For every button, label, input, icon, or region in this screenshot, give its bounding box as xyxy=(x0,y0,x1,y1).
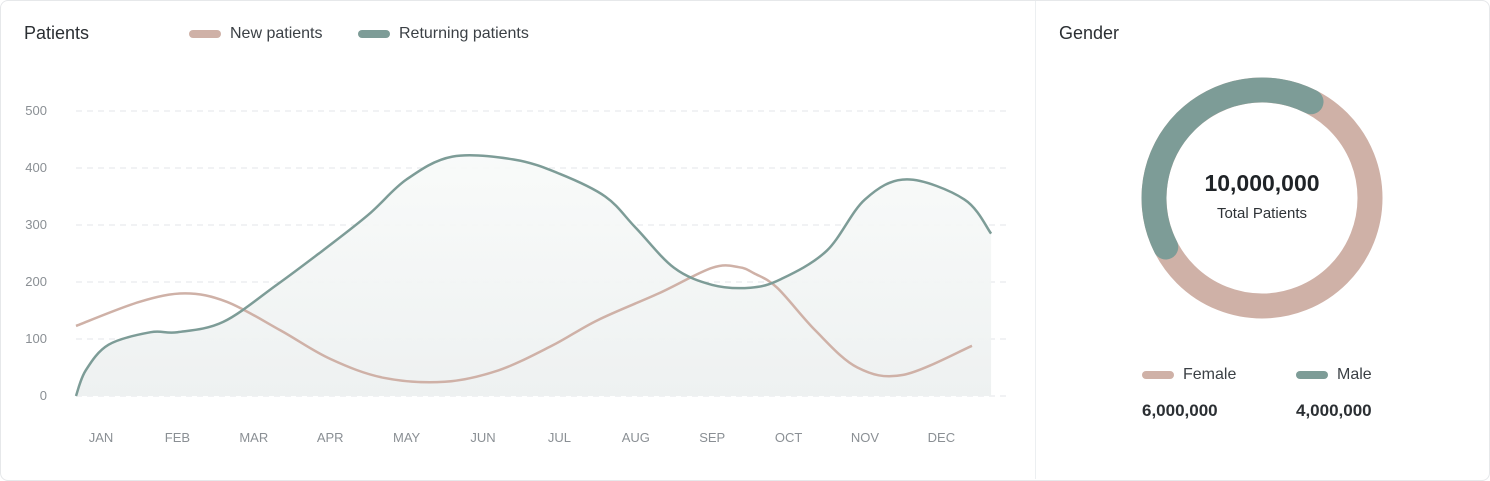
returning-patients-swatch xyxy=(358,30,390,38)
gender-donut-chart xyxy=(1141,77,1383,319)
total-patients-value: 10,000,000 xyxy=(1204,170,1320,196)
x-tick-label: JAN xyxy=(89,430,114,445)
legend-label-male: Male xyxy=(1337,366,1372,383)
y-tick-label: 200 xyxy=(25,274,47,289)
series-lines xyxy=(74,154,993,397)
x-tick-label: AUG xyxy=(622,430,650,445)
x-tick-label: APR xyxy=(317,430,344,445)
x-tick-label: MAR xyxy=(239,430,268,445)
x-axis-ticks: JAN FEB MAR APR MAY JUN JUL AUG SEP OCT NOV DEC xyxy=(89,430,955,445)
new-patients-swatch xyxy=(189,30,221,38)
legend-label-returning-patients: Returning patients xyxy=(399,25,529,42)
legend-item-male[interactable]: Male xyxy=(1296,366,1372,384)
male-swatch xyxy=(1296,371,1328,379)
y-tick-label: 400 xyxy=(25,160,47,175)
x-tick-label: MAY xyxy=(393,430,421,445)
returning-area xyxy=(76,155,992,396)
female-swatch xyxy=(1142,371,1174,379)
female-count: 6,000,000 xyxy=(1142,401,1218,420)
x-tick-label: SEP xyxy=(699,430,725,445)
y-axis-ticks: 0 100 200 300 400 500 xyxy=(25,103,47,403)
patients-title: Patients xyxy=(24,23,90,43)
legend-label-new-patients: New patients xyxy=(230,25,323,42)
y-tick-label: 500 xyxy=(25,103,47,118)
gender-title: Gender xyxy=(1059,23,1120,43)
panel-divider xyxy=(1035,1,1036,479)
x-tick-label: JUL xyxy=(548,430,571,445)
male-count: 4,000,000 xyxy=(1296,401,1372,420)
x-tick-label: FEB xyxy=(165,430,190,445)
y-tick-label: 300 xyxy=(25,217,47,232)
x-tick-label: JUN xyxy=(470,430,495,445)
legend-item-returning-patients[interactable]: Returning patients xyxy=(358,25,529,43)
returning-patients-area xyxy=(76,155,992,396)
patients-line-chart: 0 100 200 300 400 500 JAN FEB MAR APR MAY JUN JUL AU… xyxy=(25,103,1010,445)
new-patients-line[interactable] xyxy=(75,264,973,384)
y-tick-label: 0 xyxy=(40,388,47,403)
returning-patients-line[interactable] xyxy=(74,154,993,397)
y-tick-label: 100 xyxy=(25,331,47,346)
x-tick-label: NOV xyxy=(851,430,880,445)
male-segment[interactable] xyxy=(1141,77,1324,260)
total-patients-label: Total Patients xyxy=(1216,205,1308,222)
legend-label-female: Female xyxy=(1183,366,1237,383)
x-tick-label: OCT xyxy=(775,430,803,445)
legend-item-female[interactable]: Female xyxy=(1142,366,1236,384)
legend-item-new-patients[interactable]: New patients xyxy=(189,25,323,43)
x-tick-label: DEC xyxy=(928,430,955,445)
